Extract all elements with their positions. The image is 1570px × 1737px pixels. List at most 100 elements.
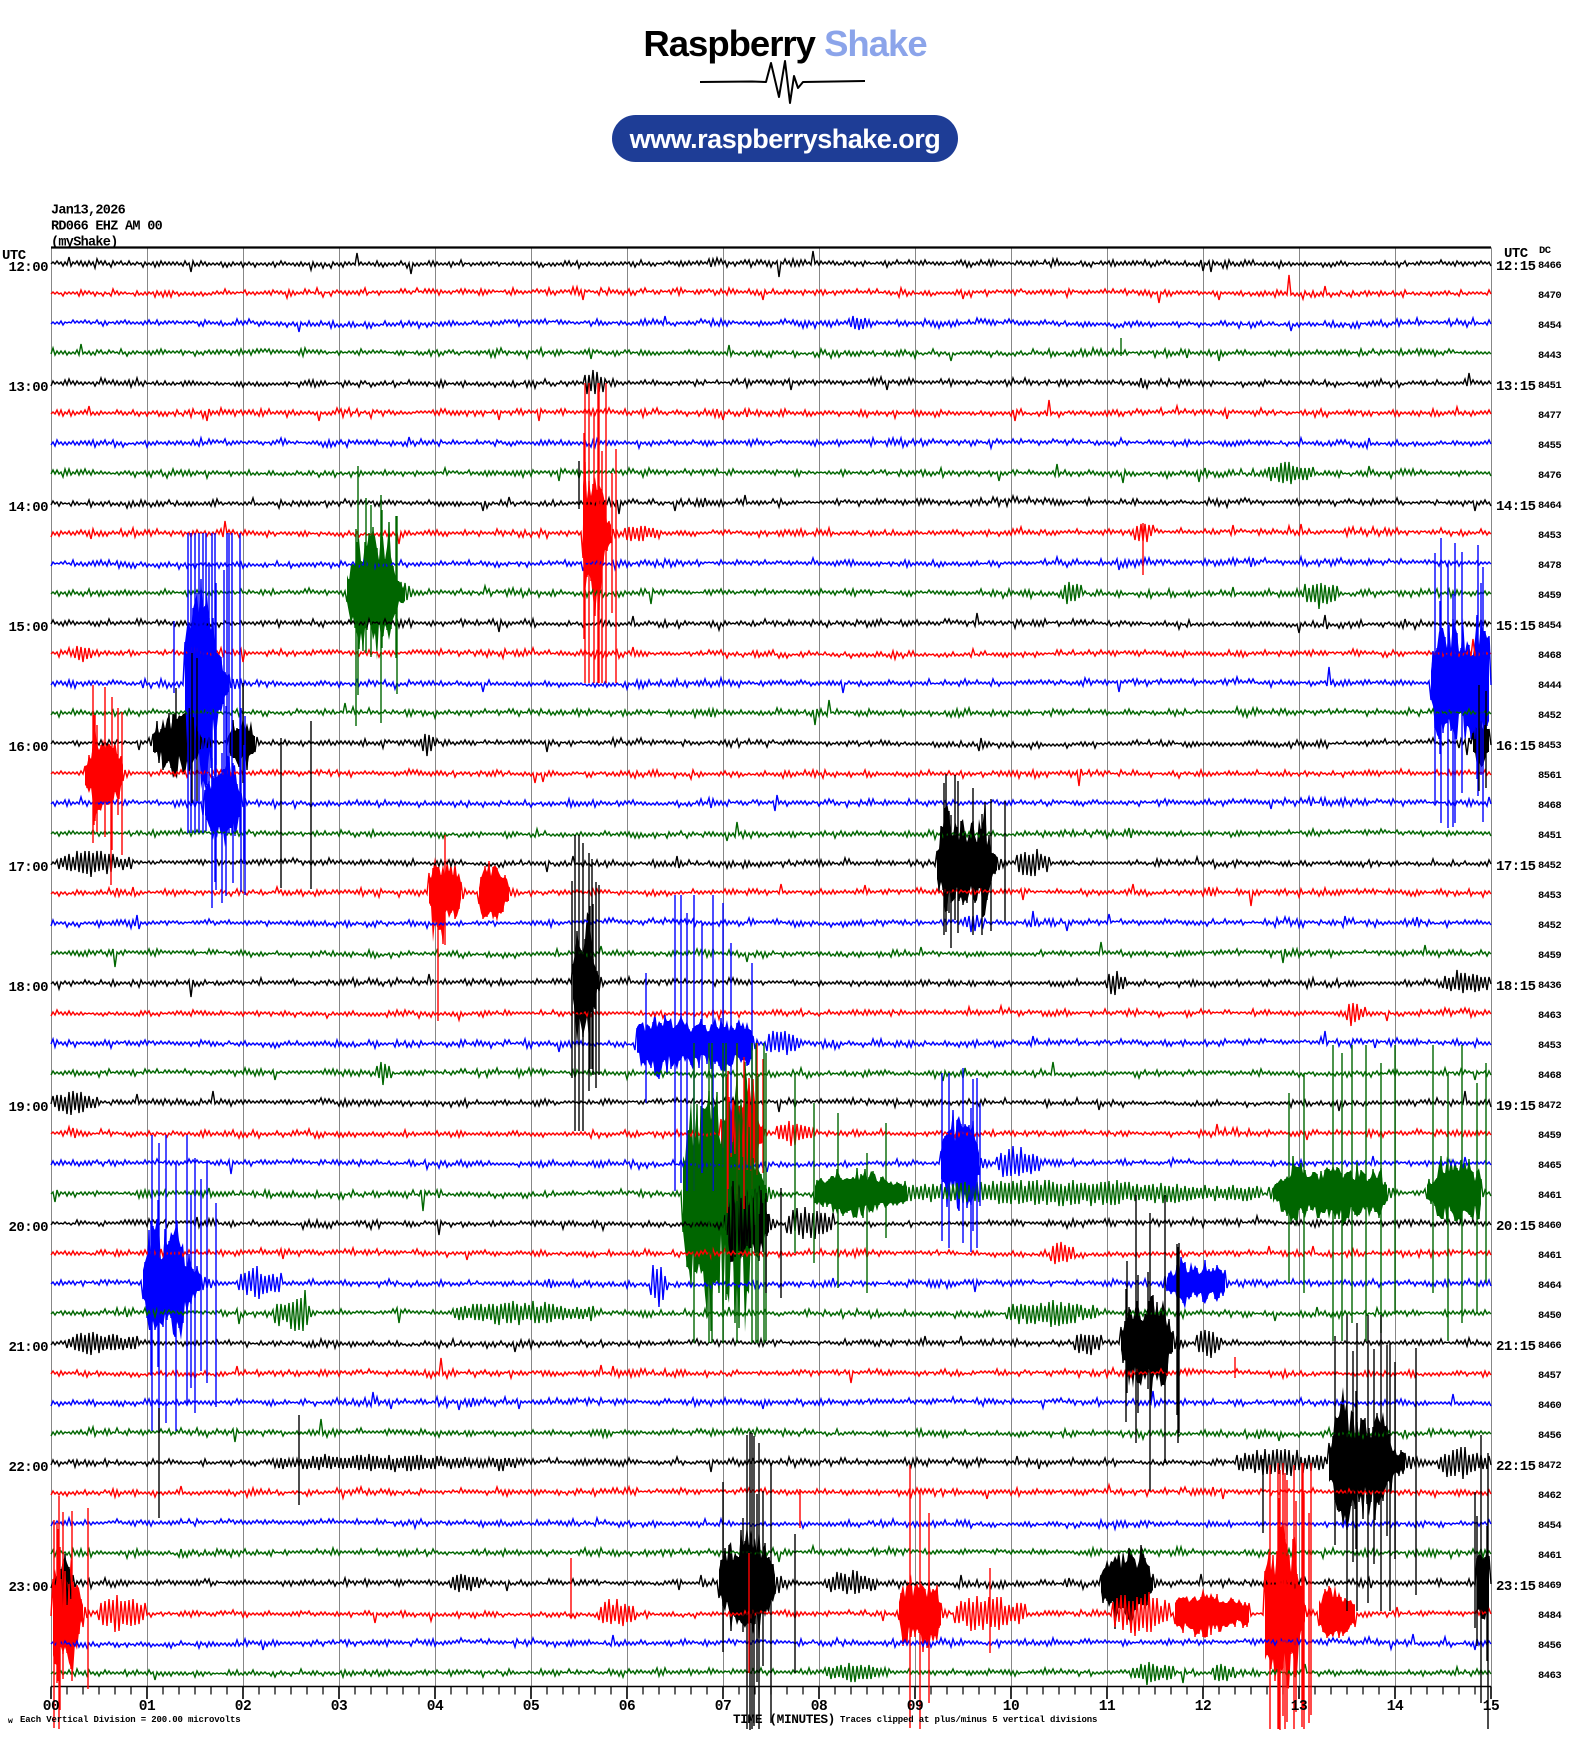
svg-text:13: 13: [1291, 1699, 1307, 1715]
svg-text:8470: 8470: [1538, 290, 1561, 302]
svg-text:8465: 8465: [1538, 1160, 1561, 1172]
svg-text:07: 07: [715, 1699, 731, 1715]
svg-text:23:00: 23:00: [8, 1580, 48, 1596]
svg-text:21:15: 21:15: [1496, 1339, 1536, 1355]
svg-text:UTC: UTC: [2, 248, 27, 264]
svg-text:8455: 8455: [1538, 440, 1561, 452]
svg-text:8456: 8456: [1538, 1640, 1561, 1652]
svg-text:8468: 8468: [1538, 1070, 1561, 1082]
svg-text:17:00: 17:00: [8, 860, 48, 876]
svg-text:8453: 8453: [1538, 890, 1561, 902]
svg-text:w: w: [8, 1717, 13, 1726]
svg-text:18:15: 18:15: [1496, 979, 1536, 995]
svg-text:8464: 8464: [1538, 500, 1561, 512]
svg-text:8452: 8452: [1538, 710, 1561, 722]
svg-text:8484: 8484: [1538, 1610, 1561, 1622]
svg-text:23:15: 23:15: [1496, 1579, 1536, 1595]
svg-text:10: 10: [1003, 1699, 1019, 1715]
svg-text:8476: 8476: [1538, 470, 1561, 482]
svg-text:04: 04: [427, 1699, 444, 1715]
svg-text:8468: 8468: [1538, 650, 1561, 662]
svg-text:13:15: 13:15: [1496, 379, 1536, 395]
svg-text:8463: 8463: [1538, 1670, 1561, 1682]
svg-text:8454: 8454: [1538, 320, 1561, 332]
svg-text:UTC: UTC: [1504, 246, 1529, 262]
svg-text:8436: 8436: [1538, 980, 1561, 992]
svg-text:08: 08: [811, 1699, 827, 1715]
svg-text:19:00: 19:00: [8, 1100, 48, 1116]
svg-text:15:15: 15:15: [1496, 619, 1536, 635]
svg-text:8463: 8463: [1538, 1010, 1561, 1022]
svg-text:8462: 8462: [1538, 1490, 1561, 1502]
svg-text:14: 14: [1387, 1699, 1404, 1715]
svg-text:DC: DC: [1539, 245, 1552, 257]
svg-text:8457: 8457: [1538, 1370, 1561, 1382]
svg-text:8443: 8443: [1538, 350, 1561, 362]
svg-text:8459: 8459: [1538, 950, 1561, 962]
svg-text:20:15: 20:15: [1496, 1219, 1536, 1235]
svg-text:8451: 8451: [1538, 380, 1561, 392]
svg-text:12:15: 12:15: [1496, 259, 1536, 275]
svg-text:8454: 8454: [1538, 620, 1561, 632]
svg-text:13:00: 13:00: [8, 380, 48, 396]
svg-text:21:00: 21:00: [8, 1340, 48, 1356]
svg-text:8472: 8472: [1538, 1460, 1561, 1472]
svg-text:8472: 8472: [1538, 1100, 1561, 1112]
svg-text:15:00: 15:00: [8, 620, 48, 636]
svg-text:8461: 8461: [1538, 1550, 1561, 1562]
svg-text:8454: 8454: [1538, 1520, 1561, 1532]
svg-text:Jan13,2026: Jan13,2026: [51, 204, 126, 219]
svg-text:www.raspberryshake.org: www.raspberryshake.org: [629, 124, 941, 154]
svg-text:02: 02: [235, 1699, 251, 1715]
svg-text:11: 11: [1099, 1699, 1116, 1715]
svg-text:Each Vertical Division = 200.: Each Vertical Division = 200.00 microvol…: [20, 1715, 241, 1725]
svg-text:8451: 8451: [1538, 830, 1561, 842]
svg-text:8561: 8561: [1538, 770, 1561, 782]
svg-text:8469: 8469: [1538, 1580, 1561, 1592]
svg-text:8444: 8444: [1538, 680, 1561, 692]
svg-text:15: 15: [1483, 1699, 1499, 1715]
svg-text:8459: 8459: [1538, 590, 1561, 602]
svg-text:01: 01: [139, 1699, 156, 1715]
svg-text:8453: 8453: [1538, 740, 1561, 752]
svg-text:8478: 8478: [1538, 560, 1561, 572]
svg-text:8477: 8477: [1538, 410, 1561, 422]
svg-text:Traces clipped at plus/minus 5: Traces clipped at plus/minus 5 vertical …: [840, 1715, 1097, 1725]
svg-text:8459: 8459: [1538, 1130, 1561, 1142]
svg-text:8456: 8456: [1538, 1430, 1561, 1442]
svg-text:12:00: 12:00: [8, 260, 48, 276]
svg-text:8453: 8453: [1538, 1040, 1561, 1052]
svg-text:20:00: 20:00: [8, 1220, 48, 1236]
svg-text:16:15: 16:15: [1496, 739, 1536, 755]
svg-text:8453: 8453: [1538, 530, 1561, 542]
svg-text:8464: 8464: [1538, 1280, 1561, 1292]
svg-text:8466: 8466: [1538, 260, 1561, 272]
svg-text:09: 09: [907, 1699, 923, 1715]
svg-text:Raspberry Shake: Raspberry Shake: [643, 23, 927, 64]
svg-text:8468: 8468: [1538, 800, 1561, 812]
svg-text:12: 12: [1195, 1699, 1211, 1715]
svg-text:8460: 8460: [1538, 1400, 1561, 1412]
svg-text:03: 03: [331, 1699, 347, 1715]
svg-text:05: 05: [523, 1699, 539, 1715]
svg-text:8452: 8452: [1538, 860, 1561, 872]
svg-text:22:00: 22:00: [8, 1460, 48, 1476]
svg-text:16:00: 16:00: [8, 740, 48, 756]
svg-text:18:00: 18:00: [8, 980, 48, 996]
svg-text:8461: 8461: [1538, 1190, 1561, 1202]
svg-text:17:15: 17:15: [1496, 859, 1536, 875]
svg-text:14:00: 14:00: [8, 500, 48, 516]
svg-text:06: 06: [619, 1699, 635, 1715]
svg-text:(myShake): (myShake): [51, 236, 118, 251]
svg-text:8460: 8460: [1538, 1220, 1561, 1232]
svg-text:8450: 8450: [1538, 1310, 1561, 1322]
svg-text:8466: 8466: [1538, 1340, 1561, 1352]
svg-text:TIME (MINUTES): TIME (MINUTES): [733, 1712, 835, 1727]
svg-text:19:15: 19:15: [1496, 1099, 1536, 1115]
svg-text:RD066 EHZ AM 00: RD066 EHZ AM 00: [51, 220, 163, 235]
svg-text:8461: 8461: [1538, 1250, 1561, 1262]
svg-text:14:15: 14:15: [1496, 499, 1536, 515]
svg-text:00: 00: [43, 1699, 59, 1715]
svg-text:22:15: 22:15: [1496, 1459, 1536, 1475]
svg-text:8452: 8452: [1538, 920, 1561, 932]
